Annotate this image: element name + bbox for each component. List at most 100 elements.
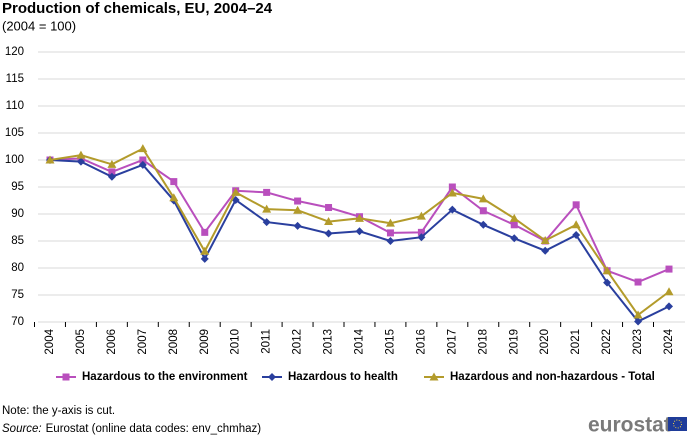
x-tick-label: 2023 (632, 329, 644, 355)
marker (571, 220, 581, 229)
marker (509, 213, 519, 222)
marker (355, 227, 364, 236)
y-tick-label: 95 (11, 181, 24, 193)
series (46, 156, 673, 326)
marker (201, 228, 209, 236)
legend-item: Hazardous to the environment (56, 371, 248, 383)
marker (170, 178, 178, 186)
x-tick-label: 2018 (477, 329, 489, 355)
source-label: Source: (2, 423, 42, 435)
x-tick-label: 2016 (415, 329, 427, 355)
legend-label: Hazardous to health (288, 371, 398, 383)
x-tick-label: 2005 (75, 329, 87, 355)
marker (107, 159, 117, 168)
marker (634, 278, 642, 286)
marker (633, 310, 643, 319)
marker (325, 204, 333, 212)
y-tick-label: 105 (5, 127, 24, 139)
x-tick-label: 2015 (384, 329, 396, 355)
marker (138, 160, 147, 169)
legend-item: Hazardous to health (262, 371, 398, 383)
series (45, 144, 674, 319)
x-tick-label: 2022 (601, 329, 613, 355)
marker (429, 372, 439, 381)
x-tick-label: 2019 (508, 329, 520, 355)
marker (324, 217, 334, 226)
marker (386, 229, 394, 237)
y-tick-label: 115 (6, 73, 24, 85)
legend-label: Hazardous to the environment (82, 371, 248, 383)
marker (324, 229, 333, 238)
marker (602, 266, 612, 275)
marker (200, 246, 210, 255)
x-tick-label: 2007 (137, 329, 149, 355)
marker (293, 221, 302, 230)
marker (45, 155, 55, 164)
x-tick-label: 2010 (230, 329, 242, 355)
note: Note: the y-axis is cut. (2, 405, 115, 417)
y-tick-label: 70 (11, 316, 24, 328)
chart-title: Production of chemicals, EU, 2004–24 (2, 0, 273, 17)
marker (448, 205, 457, 214)
y-tick-label: 90 (11, 208, 24, 220)
marker (479, 220, 488, 229)
marker (478, 194, 488, 203)
marker (355, 213, 364, 222)
marker (293, 205, 303, 214)
marker (665, 302, 673, 311)
source: Source: Eurostat (online data codes: env_… (2, 423, 261, 435)
marker (417, 228, 425, 236)
x-tick-label: 2021 (570, 329, 582, 355)
x-tick-label: 2009 (199, 329, 211, 355)
eu-stars (673, 419, 682, 429)
x-tick-label: 2013 (323, 329, 335, 355)
marker (263, 188, 271, 196)
legend-label: Hazardous and non-hazardous - Total (450, 371, 655, 383)
x-tick-label: 2014 (354, 328, 366, 354)
marker (479, 207, 487, 215)
marker (664, 287, 674, 296)
marker (540, 235, 550, 244)
y-tick-label: 110 (6, 100, 24, 112)
x-tick-label: 2011 (261, 329, 273, 354)
marker (76, 157, 85, 166)
eu-flag (668, 417, 687, 431)
y-tick-label: 120 (5, 46, 24, 58)
source-text: Eurostat (online data codes: env_chmhaz) (46, 423, 262, 435)
marker (634, 317, 643, 326)
y-tick-label: 80 (11, 262, 24, 274)
chart-subtitle: (2004 = 100) (2, 18, 76, 33)
marker (417, 233, 426, 242)
marker (294, 197, 302, 205)
marker (262, 218, 271, 227)
marker (572, 201, 580, 209)
marker (541, 246, 550, 255)
x-tick-label: 2004 (44, 328, 56, 354)
marker (108, 168, 116, 176)
x-tick-label: 2017 (446, 329, 458, 355)
marker (665, 265, 673, 273)
marker (572, 231, 581, 240)
marker (138, 144, 148, 153)
marker (200, 254, 209, 263)
marker (268, 373, 276, 381)
marker (139, 156, 147, 164)
x-tick-label: 2006 (106, 329, 118, 355)
logo: eurostat (588, 414, 671, 437)
x-tick-label: 2020 (539, 329, 551, 355)
marker (385, 218, 395, 227)
marker (416, 211, 426, 220)
x-tick-label: 2024 (663, 328, 675, 354)
x-tick-label: 2008 (168, 329, 180, 355)
legend-item: Hazardous and non-hazardous - Total (424, 371, 655, 383)
marker (262, 204, 272, 213)
marker (603, 278, 612, 287)
marker (76, 150, 86, 159)
marker (510, 234, 519, 243)
y-tick-label: 100 (5, 154, 24, 166)
marker (62, 373, 70, 381)
y-tick-label: 75 (11, 289, 24, 301)
x-tick-label: 2012 (292, 329, 304, 355)
marker (169, 193, 179, 202)
